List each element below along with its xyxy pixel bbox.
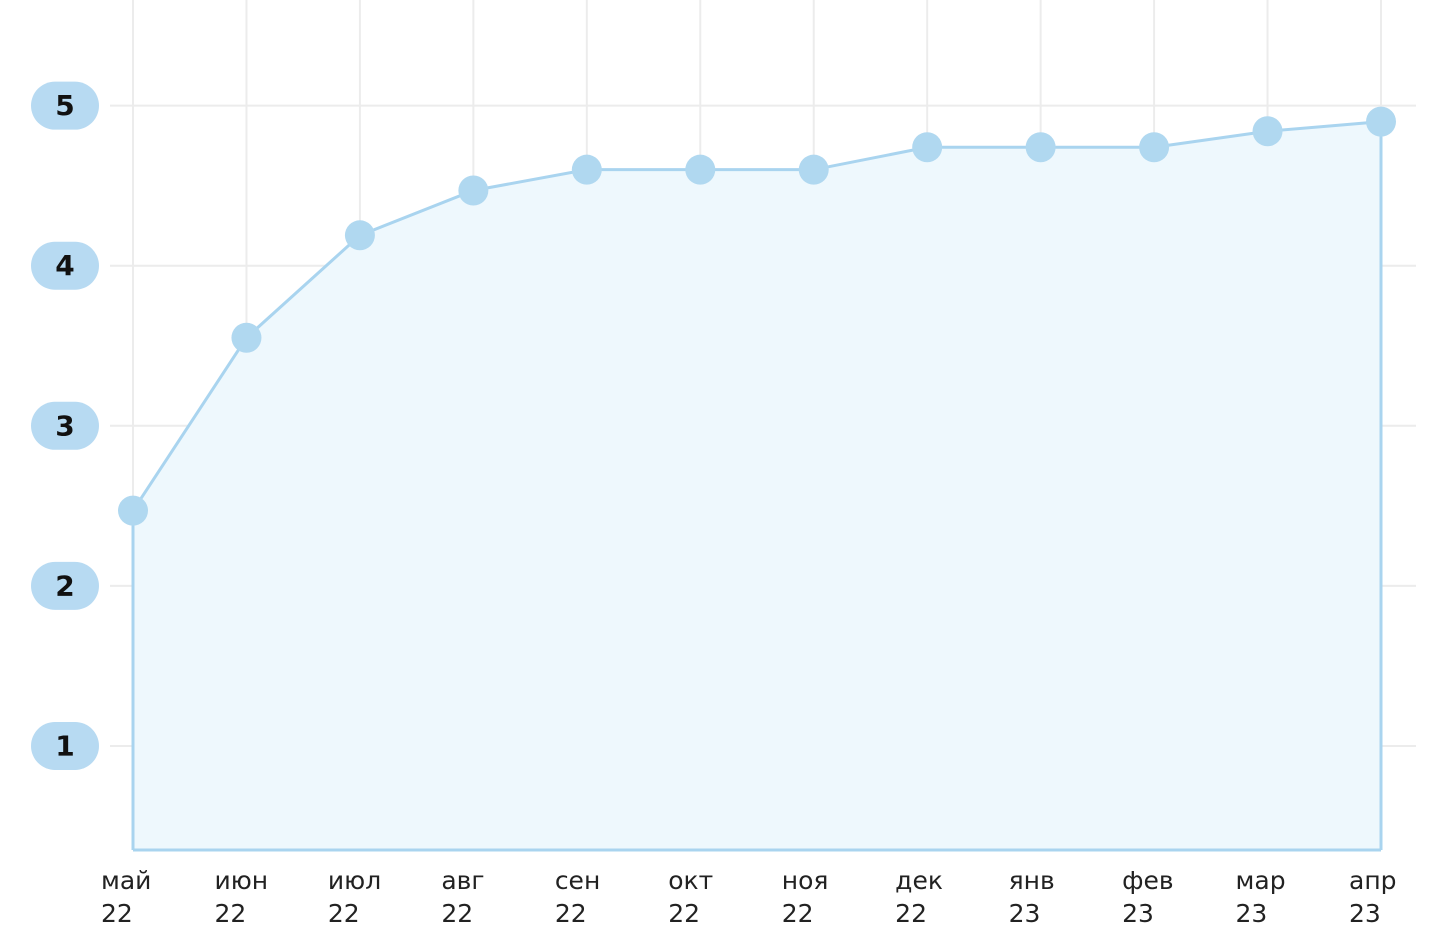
tick-badge: [31, 241, 99, 290]
tick-badge: [31, 401, 99, 450]
line: [131, 120, 1382, 512]
x-tick-label: ноя 22: [781, 866, 829, 928]
tick-badge: [31, 81, 99, 130]
x-tick-label: мар 23: [1235, 866, 1286, 928]
marker: [118, 495, 148, 526]
marker: [344, 220, 375, 251]
x-tick-label: окт 22: [668, 866, 714, 928]
x-tick-label: июн 22: [214, 866, 269, 928]
y-tick-label: 4: [55, 249, 74, 282]
tick-badge: [31, 721, 99, 770]
marker: [1366, 106, 1396, 137]
marker: [1252, 116, 1283, 147]
x-tick-label: авг 22: [441, 866, 485, 928]
x-tick-label: апр 23: [1349, 866, 1397, 928]
tick-badge: [31, 561, 99, 610]
x-tick-label: сен 22: [554, 866, 601, 928]
x-tick-label: июл 22: [327, 866, 382, 928]
marker: [912, 132, 943, 163]
area: [133, 121, 1381, 851]
y-tick-label: 3: [55, 409, 74, 442]
marker: [231, 322, 262, 353]
x-tick-label: фев 23: [1122, 866, 1174, 928]
marker: [458, 175, 489, 206]
y-tick-label: 2: [55, 569, 74, 602]
marker: [1025, 132, 1056, 163]
x-tick-label: дек 22: [895, 866, 943, 928]
y-tick-label: 1: [55, 729, 74, 762]
x-tick-label: май 22: [101, 866, 152, 928]
x-tick-label: янв 23: [1008, 866, 1055, 928]
marker: [571, 154, 602, 185]
marker: [798, 154, 829, 185]
marker: [1139, 132, 1170, 163]
marker: [685, 154, 716, 185]
y-tick-label: 5: [55, 89, 74, 122]
